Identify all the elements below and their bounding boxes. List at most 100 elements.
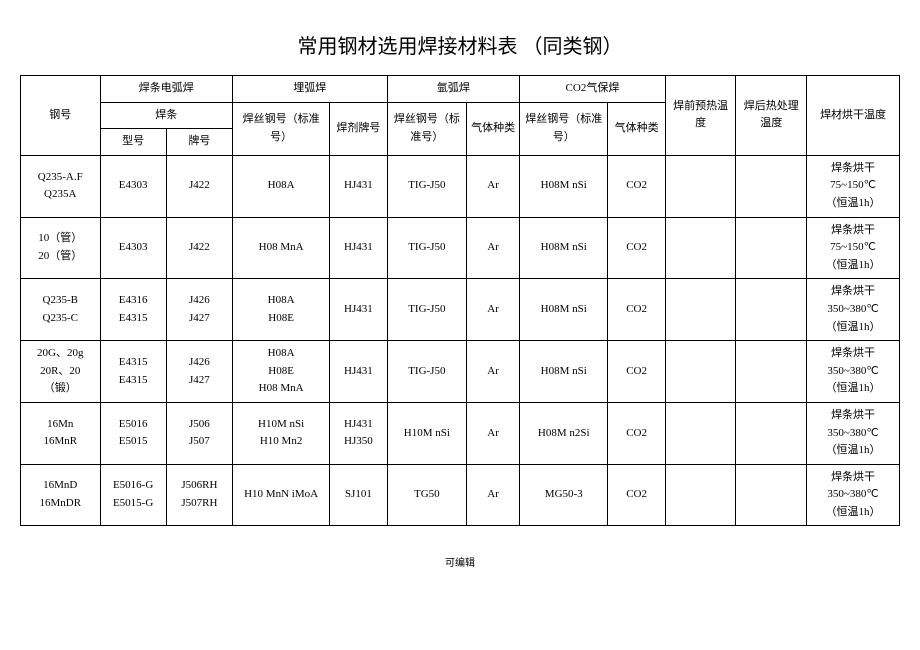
cell: H08AH08E bbox=[233, 279, 330, 341]
cell bbox=[665, 341, 736, 403]
cell: TIG-J50 bbox=[387, 155, 467, 217]
cell: 焊条烘干75~150℃（恒温1h） bbox=[807, 155, 900, 217]
cell bbox=[736, 402, 807, 464]
cell: J506RHJ507RH bbox=[166, 464, 232, 526]
cell: 焊条烘干350~380℃（恒温1h） bbox=[807, 279, 900, 341]
cell bbox=[665, 464, 736, 526]
hdr-tig-wire: 焊丝钢号（标准号） bbox=[387, 102, 467, 155]
cell: Ar bbox=[467, 464, 520, 526]
cell: H08M nSi bbox=[520, 155, 608, 217]
cell bbox=[665, 217, 736, 279]
cell: 16Mn16MnR bbox=[21, 402, 101, 464]
cell: H10 MnN iMoA bbox=[233, 464, 330, 526]
cell: H08M nSi bbox=[520, 341, 608, 403]
table-row: 20G、20g20R、20（锻）E4315E4315J426J427H08AH0… bbox=[21, 341, 900, 403]
table-header: 钢号 焊条电弧焊 埋弧焊 氩弧焊 CO2气保焊 焊前预热温度 焊后热处理温度 焊… bbox=[21, 76, 900, 156]
cell: 20G、20g20R、20（锻） bbox=[21, 341, 101, 403]
cell bbox=[665, 155, 736, 217]
cell bbox=[665, 402, 736, 464]
cell: J506J507 bbox=[166, 402, 232, 464]
hdr-co2-gas: 气体种类 bbox=[608, 102, 665, 155]
cell: 16MnD16MnDR bbox=[21, 464, 101, 526]
cell: 焊条烘干350~380℃（恒温1h） bbox=[807, 402, 900, 464]
hdr-steel-no: 钢号 bbox=[21, 76, 101, 156]
cell: SJ101 bbox=[330, 464, 387, 526]
cell: Ar bbox=[467, 402, 520, 464]
materials-table: 钢号 焊条电弧焊 埋弧焊 氩弧焊 CO2气保焊 焊前预热温度 焊后热处理温度 焊… bbox=[20, 75, 900, 526]
cell: CO2 bbox=[608, 464, 665, 526]
hdr-tig-gas: 气体种类 bbox=[467, 102, 520, 155]
cell: J426J427 bbox=[166, 341, 232, 403]
cell: 焊条烘干350~380℃（恒温1h） bbox=[807, 341, 900, 403]
cell bbox=[736, 341, 807, 403]
cell: Ar bbox=[467, 279, 520, 341]
hdr-electrode: 焊条 bbox=[100, 102, 233, 129]
cell bbox=[736, 279, 807, 341]
hdr-saw: 埋弧焊 bbox=[233, 76, 388, 103]
hdr-saw-flux: 焊剂牌号 bbox=[330, 102, 387, 155]
cell: CO2 bbox=[608, 402, 665, 464]
hdr-tig: 氩弧焊 bbox=[387, 76, 520, 103]
cell: HJ431 bbox=[330, 155, 387, 217]
cell: HJ431 bbox=[330, 341, 387, 403]
table-row: 16MnD16MnDRE5016-GE5015-GJ506RHJ507RHH10… bbox=[21, 464, 900, 526]
footer-text: 可编辑 bbox=[20, 554, 900, 569]
hdr-co2-wire: 焊丝钢号（标准号） bbox=[520, 102, 608, 155]
cell: Q235-BQ235-C bbox=[21, 279, 101, 341]
cell: J422 bbox=[166, 217, 232, 279]
cell: TIG-J50 bbox=[387, 279, 467, 341]
table-row: 16Mn16MnRE5016E5015J506J507H10M nSiH10 M… bbox=[21, 402, 900, 464]
cell: H08 MnA bbox=[233, 217, 330, 279]
cell: 焊条烘干350~380℃（恒温1h） bbox=[807, 464, 900, 526]
cell: CO2 bbox=[608, 279, 665, 341]
cell: HJ431 bbox=[330, 279, 387, 341]
cell: H10M nSi bbox=[387, 402, 467, 464]
cell: H08M nSi bbox=[520, 217, 608, 279]
cell: Ar bbox=[467, 341, 520, 403]
hdr-drying: 焊材烘干温度 bbox=[807, 76, 900, 156]
cell: E4303 bbox=[100, 155, 166, 217]
cell bbox=[665, 279, 736, 341]
hdr-model: 型号 bbox=[100, 129, 166, 156]
page-title: 常用钢材选用焊接材料表 （同类钢） bbox=[20, 30, 900, 59]
cell: Ar bbox=[467, 217, 520, 279]
hdr-preheat: 焊前预热温度 bbox=[665, 76, 736, 156]
hdr-brand: 牌号 bbox=[166, 129, 232, 156]
cell: MG50-3 bbox=[520, 464, 608, 526]
cell: 焊条烘干75~150℃（恒温1h） bbox=[807, 217, 900, 279]
cell: E5016-GE5015-G bbox=[100, 464, 166, 526]
cell: E5016E5015 bbox=[100, 402, 166, 464]
cell: HJ431 bbox=[330, 217, 387, 279]
table-body: Q235-A.FQ235AE4303J422H08AHJ431TIG-J50Ar… bbox=[21, 155, 900, 526]
cell: E4303 bbox=[100, 217, 166, 279]
hdr-saw-wire: 焊丝钢号（标准号） bbox=[233, 102, 330, 155]
cell bbox=[736, 464, 807, 526]
cell: J426J427 bbox=[166, 279, 232, 341]
cell: H08AH08EH08 MnA bbox=[233, 341, 330, 403]
table-row: Q235-BQ235-CE4316E4315J426J427H08AH08EHJ… bbox=[21, 279, 900, 341]
cell: Q235-A.FQ235A bbox=[21, 155, 101, 217]
cell: J422 bbox=[166, 155, 232, 217]
cell: CO2 bbox=[608, 341, 665, 403]
cell: TIG-J50 bbox=[387, 341, 467, 403]
cell: E4315E4315 bbox=[100, 341, 166, 403]
cell: CO2 bbox=[608, 217, 665, 279]
cell: HJ431HJ350 bbox=[330, 402, 387, 464]
cell: E4316E4315 bbox=[100, 279, 166, 341]
cell bbox=[736, 155, 807, 217]
cell: H08A bbox=[233, 155, 330, 217]
cell: 10（管）20（管） bbox=[21, 217, 101, 279]
cell: H08M n2Si bbox=[520, 402, 608, 464]
cell: H08M nSi bbox=[520, 279, 608, 341]
table-row: 10（管）20（管）E4303J422H08 MnAHJ431TIG-J50Ar… bbox=[21, 217, 900, 279]
hdr-co2: CO2气保焊 bbox=[520, 76, 666, 103]
hdr-smaw: 焊条电弧焊 bbox=[100, 76, 233, 103]
cell: H10M nSiH10 Mn2 bbox=[233, 402, 330, 464]
cell bbox=[736, 217, 807, 279]
cell: TIG-J50 bbox=[387, 217, 467, 279]
cell: CO2 bbox=[608, 155, 665, 217]
cell: TG50 bbox=[387, 464, 467, 526]
cell: Ar bbox=[467, 155, 520, 217]
table-row: Q235-A.FQ235AE4303J422H08AHJ431TIG-J50Ar… bbox=[21, 155, 900, 217]
hdr-postheat: 焊后热处理温度 bbox=[736, 76, 807, 156]
